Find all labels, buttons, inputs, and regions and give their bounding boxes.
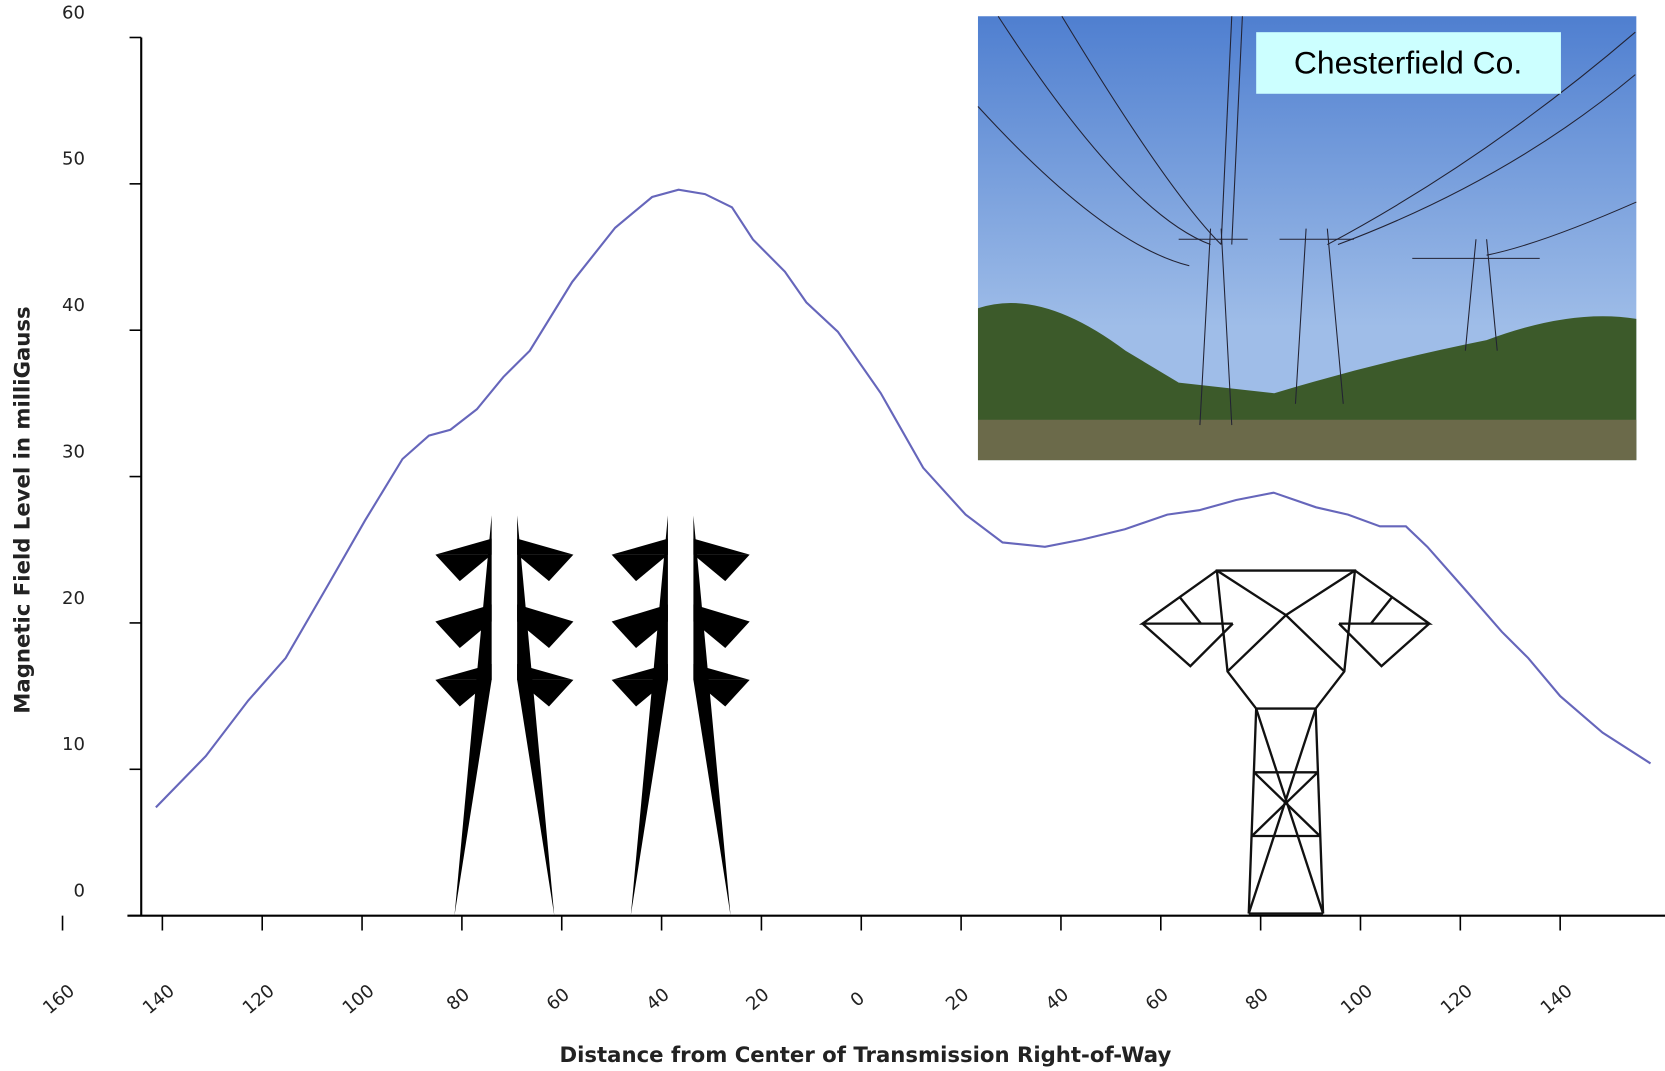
x-tick-label: 100 (1337, 980, 1377, 1018)
y-tick-label: 10 (62, 734, 85, 755)
x-tick-label: 40 (1042, 984, 1073, 1015)
x-tick-label: 160 (39, 980, 79, 1018)
x-tick-label: 120 (1437, 980, 1477, 1018)
x-tick-label: 60 (543, 984, 574, 1015)
photo-label: Chesterfield Co. (1294, 45, 1522, 81)
x-tick-label: 100 (339, 980, 379, 1018)
x-axis-title: Distance from Center of Transmission Rig… (560, 1043, 1172, 1068)
y-tick-label: 40 (62, 295, 85, 316)
x-tick-label: 120 (239, 980, 279, 1018)
chart: Chesterfield Co. Distance from Center of… (0, 0, 1665, 1071)
y-tick-label: 60 (62, 2, 85, 23)
x-tick-label: 0 (847, 988, 869, 1011)
x-tick-label: 20 (942, 984, 973, 1015)
y-axis-title: Magnetic Field Level in milliGauss (11, 306, 36, 713)
x-tick-label: 140 (1537, 980, 1577, 1018)
x-tick-label: 140 (139, 980, 179, 1018)
y-tick-label: 0 (73, 881, 84, 902)
y-tick-label: 30 (62, 441, 85, 462)
tower-illustration (435, 515, 1429, 915)
x-tick-label: 80 (443, 984, 474, 1015)
y-tick-label: 20 (62, 588, 85, 609)
y-tick-label: 50 (62, 149, 85, 170)
x-tick-label: 80 (1242, 984, 1273, 1015)
photo: Chesterfield Co. (978, 16, 1636, 460)
x-tick-label: 20 (742, 984, 773, 1015)
x-tick-label: 40 (642, 984, 673, 1015)
x-tick-label: 60 (1142, 984, 1173, 1015)
